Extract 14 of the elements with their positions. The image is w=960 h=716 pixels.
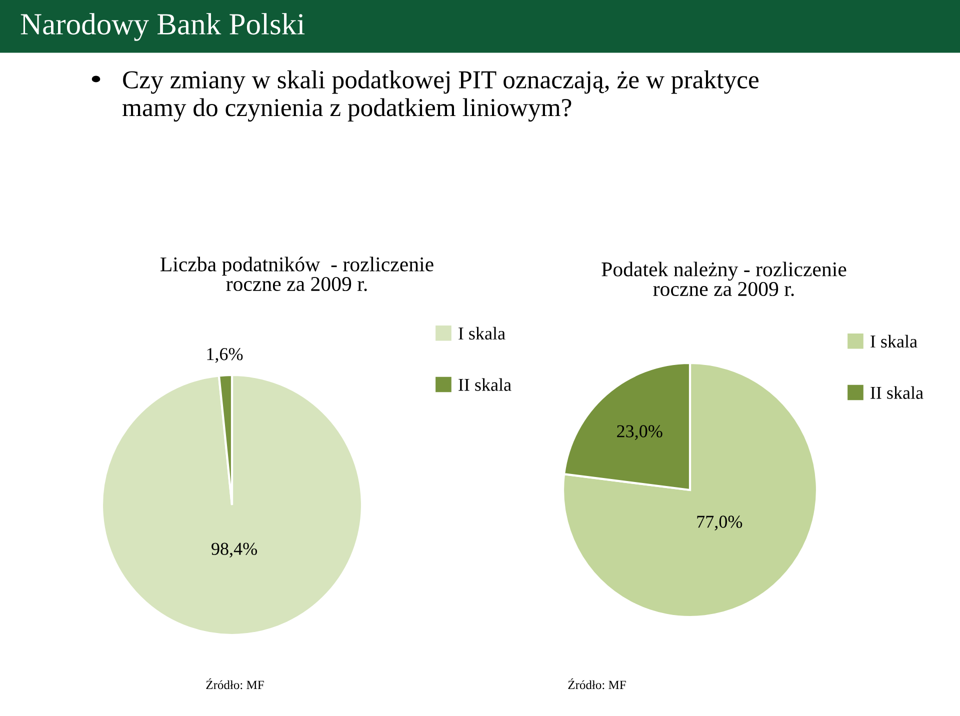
chart-title: Liczba podatników - rozliczenie roczne za 2009 r. [160,256,434,292]
legend-label: II skala [870,386,924,399]
chart-title: Podatek należny - rozliczenie roczne za 2009 r. [602,262,846,296]
legend-label: I skala [870,334,918,348]
text: Źródło: MF [568,678,626,690]
legend-label: II skala [458,378,512,391]
text: Narodowy Bank Polski [20,13,305,41]
legend-label: I skala [458,326,506,340]
data-label: 77,0% [697,516,742,530]
text: Źródło: MF [206,678,264,690]
data-label: 1,6% [207,348,243,363]
text: Czy zmiany w skali podatkowej PIT oznaczają, że w praktyce mamy do czynienia z podatkiem liniowym? [122,70,758,122]
data-label: 98,4% [212,542,257,558]
data-label: 23,0% [617,425,662,440]
